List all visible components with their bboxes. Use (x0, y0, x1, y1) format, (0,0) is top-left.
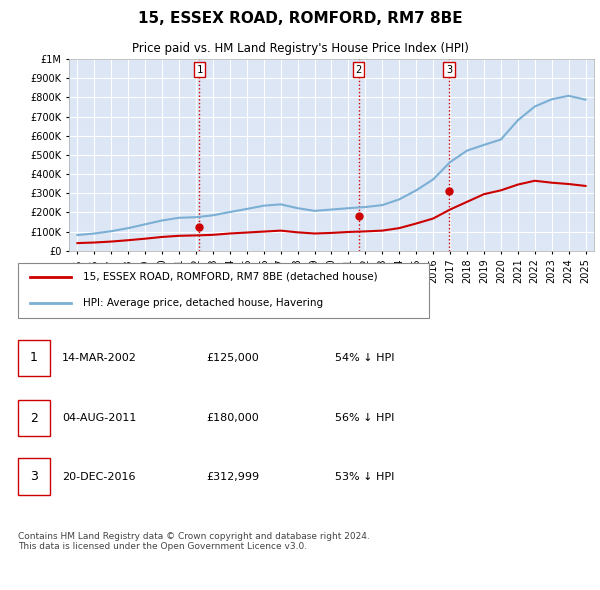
Text: 1: 1 (30, 351, 38, 365)
Text: 54% ↓ HPI: 54% ↓ HPI (335, 353, 395, 363)
Text: £125,000: £125,000 (206, 353, 259, 363)
Text: 20-DEC-2016: 20-DEC-2016 (62, 472, 136, 481)
Text: 3: 3 (446, 64, 452, 74)
Text: £312,999: £312,999 (206, 472, 259, 481)
Text: £180,000: £180,000 (206, 413, 259, 423)
Text: 15, ESSEX ROAD, ROMFORD, RM7 8BE: 15, ESSEX ROAD, ROMFORD, RM7 8BE (137, 11, 463, 26)
Text: 2: 2 (30, 412, 38, 425)
Text: HPI: Average price, detached house, Havering: HPI: Average price, detached house, Have… (83, 298, 323, 308)
Text: 15, ESSEX ROAD, ROMFORD, RM7 8BE (detached house): 15, ESSEX ROAD, ROMFORD, RM7 8BE (detach… (83, 272, 377, 282)
Text: 1: 1 (196, 64, 203, 74)
FancyBboxPatch shape (18, 400, 50, 437)
Text: 3: 3 (30, 470, 38, 483)
Text: Price paid vs. HM Land Registry's House Price Index (HPI): Price paid vs. HM Land Registry's House … (131, 42, 469, 55)
FancyBboxPatch shape (18, 458, 50, 495)
Text: 04-AUG-2011: 04-AUG-2011 (62, 413, 136, 423)
Text: 2: 2 (355, 64, 362, 74)
Text: 56% ↓ HPI: 56% ↓ HPI (335, 413, 395, 423)
FancyBboxPatch shape (18, 263, 430, 319)
Text: 14-MAR-2002: 14-MAR-2002 (62, 353, 137, 363)
FancyBboxPatch shape (18, 339, 50, 376)
Text: Contains HM Land Registry data © Crown copyright and database right 2024.
This d: Contains HM Land Registry data © Crown c… (18, 532, 370, 551)
Text: 53% ↓ HPI: 53% ↓ HPI (335, 472, 395, 481)
